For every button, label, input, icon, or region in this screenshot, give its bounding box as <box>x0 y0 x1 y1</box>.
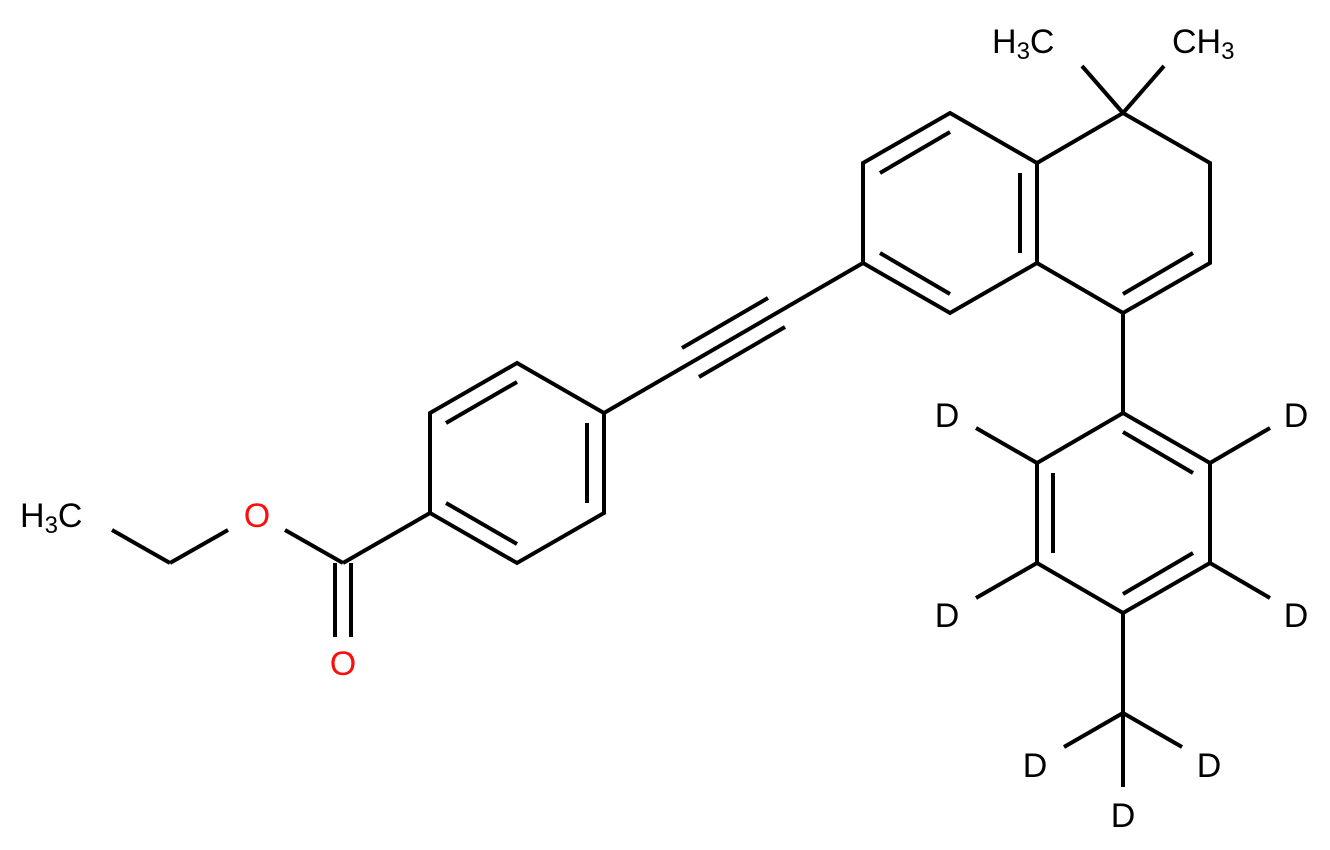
bond <box>342 511 431 565</box>
deuterium-label: D <box>1111 797 1136 835</box>
cd-bond <box>1208 561 1272 600</box>
double-bond-inner <box>878 251 952 296</box>
cd-bond <box>1122 711 1183 749</box>
deuterium-label: D <box>935 597 960 635</box>
alkyne-bond <box>602 261 865 415</box>
deuterium-label: D <box>1284 597 1309 635</box>
double-bond-inner <box>1121 551 1195 596</box>
methyl-left-label: H3C <box>992 23 1054 65</box>
cd-bond <box>1208 426 1272 465</box>
cd-bond <box>975 561 1038 600</box>
deuterium-label: D <box>1197 747 1222 785</box>
dihydro-ring <box>1035 110 1212 316</box>
double-bond-inner <box>1121 251 1195 296</box>
naphthalene-aromatic-ring <box>861 110 1039 316</box>
methyl-right-label: CH3 <box>1172 23 1234 65</box>
double-bond-inner <box>1121 430 1195 475</box>
atom-labels: H3C O O H3C CH3 D D D D D D D <box>20 23 1308 835</box>
methyl-bond <box>1121 64 1166 115</box>
bonds <box>111 64 1272 787</box>
deuterium-label: D <box>1023 747 1048 785</box>
alkyne-bond <box>697 325 787 379</box>
cd-bond <box>1063 711 1124 749</box>
bond <box>111 528 171 565</box>
double-bond-inner <box>444 380 519 425</box>
deuterium-label: D <box>1284 397 1309 435</box>
benzoate-ring <box>428 360 606 566</box>
ester-oxygen-label: O <box>244 497 270 535</box>
cd-bond <box>975 426 1038 465</box>
double-bond-inner <box>444 501 519 546</box>
tolyl-ring <box>1035 410 1212 616</box>
deuterium-label: D <box>935 397 960 435</box>
alkyne-bond <box>680 296 770 350</box>
double-bond-inner <box>878 130 952 175</box>
bond <box>169 528 229 565</box>
carbonyl-oxygen-label: O <box>330 645 356 683</box>
bond <box>284 528 344 565</box>
methyl-bond <box>1080 64 1125 115</box>
ethyl-ch3-label: H3C <box>20 497 82 539</box>
